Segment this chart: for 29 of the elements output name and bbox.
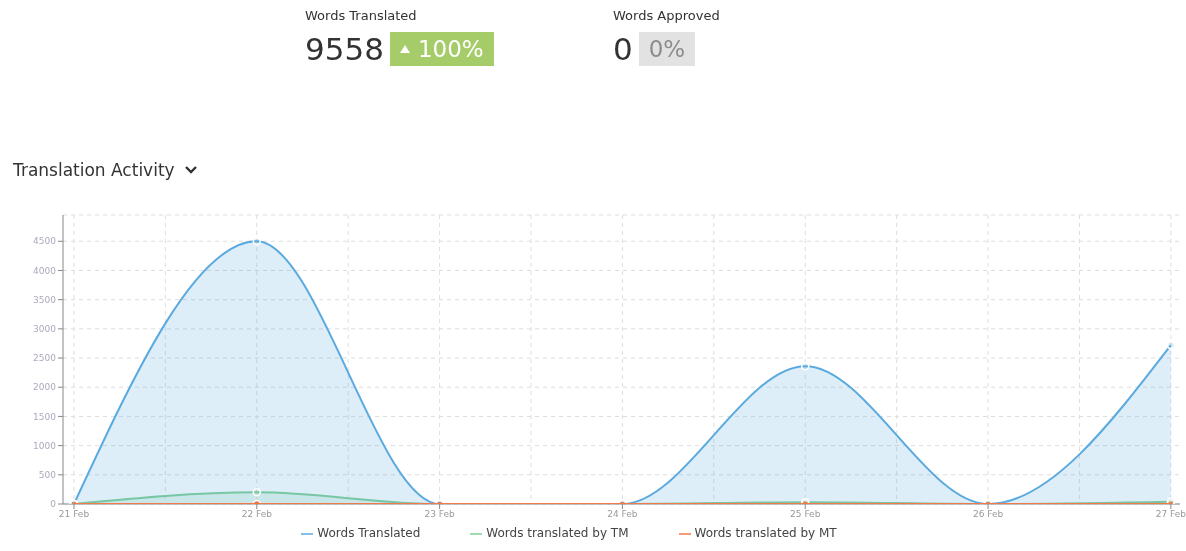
legend-label: Words translated by TM (486, 526, 629, 540)
legend-label: Words Translated (317, 526, 421, 540)
text: 100% (389, 32, 494, 66)
text: Words Approved (613, 8, 720, 23)
text: 0 (613, 31, 633, 67)
y-tick-label: 500 (38, 470, 57, 480)
y-tick-label: 4000 (33, 265, 57, 276)
x-tick-label: 24 Feb (607, 509, 638, 520)
text: Words Translated (305, 8, 418, 23)
x-tick-label: 27 Feb (1155, 509, 1186, 520)
legend-label: Words translated by MT (694, 526, 837, 540)
chart-title: Translation Activity (13, 160, 175, 180)
y-tick-label: 0 (50, 499, 57, 510)
x-tick-label: 25 Feb (790, 509, 821, 520)
text: 0% (638, 32, 696, 66)
point (252, 237, 262, 246)
x-tick-label: 21 Feb (58, 509, 90, 520)
x-tick-label: 26 Feb (972, 509, 1004, 520)
y-tick-label: 4500 (33, 236, 57, 247)
x-tick-label: 23 Feb (424, 509, 456, 520)
y-tick-label: 3000 (33, 324, 57, 335)
y-tick-label: 2500 (33, 353, 57, 364)
text: 9558 (305, 31, 384, 67)
x-tick-label: 22 Feb (241, 509, 273, 520)
y-tick-label: 1500 (33, 411, 57, 422)
point (800, 361, 810, 371)
y-tick-label: 3500 (33, 294, 57, 305)
y-tick-label: 1000 (33, 440, 57, 451)
y-tick-label: 2000 (33, 382, 57, 393)
